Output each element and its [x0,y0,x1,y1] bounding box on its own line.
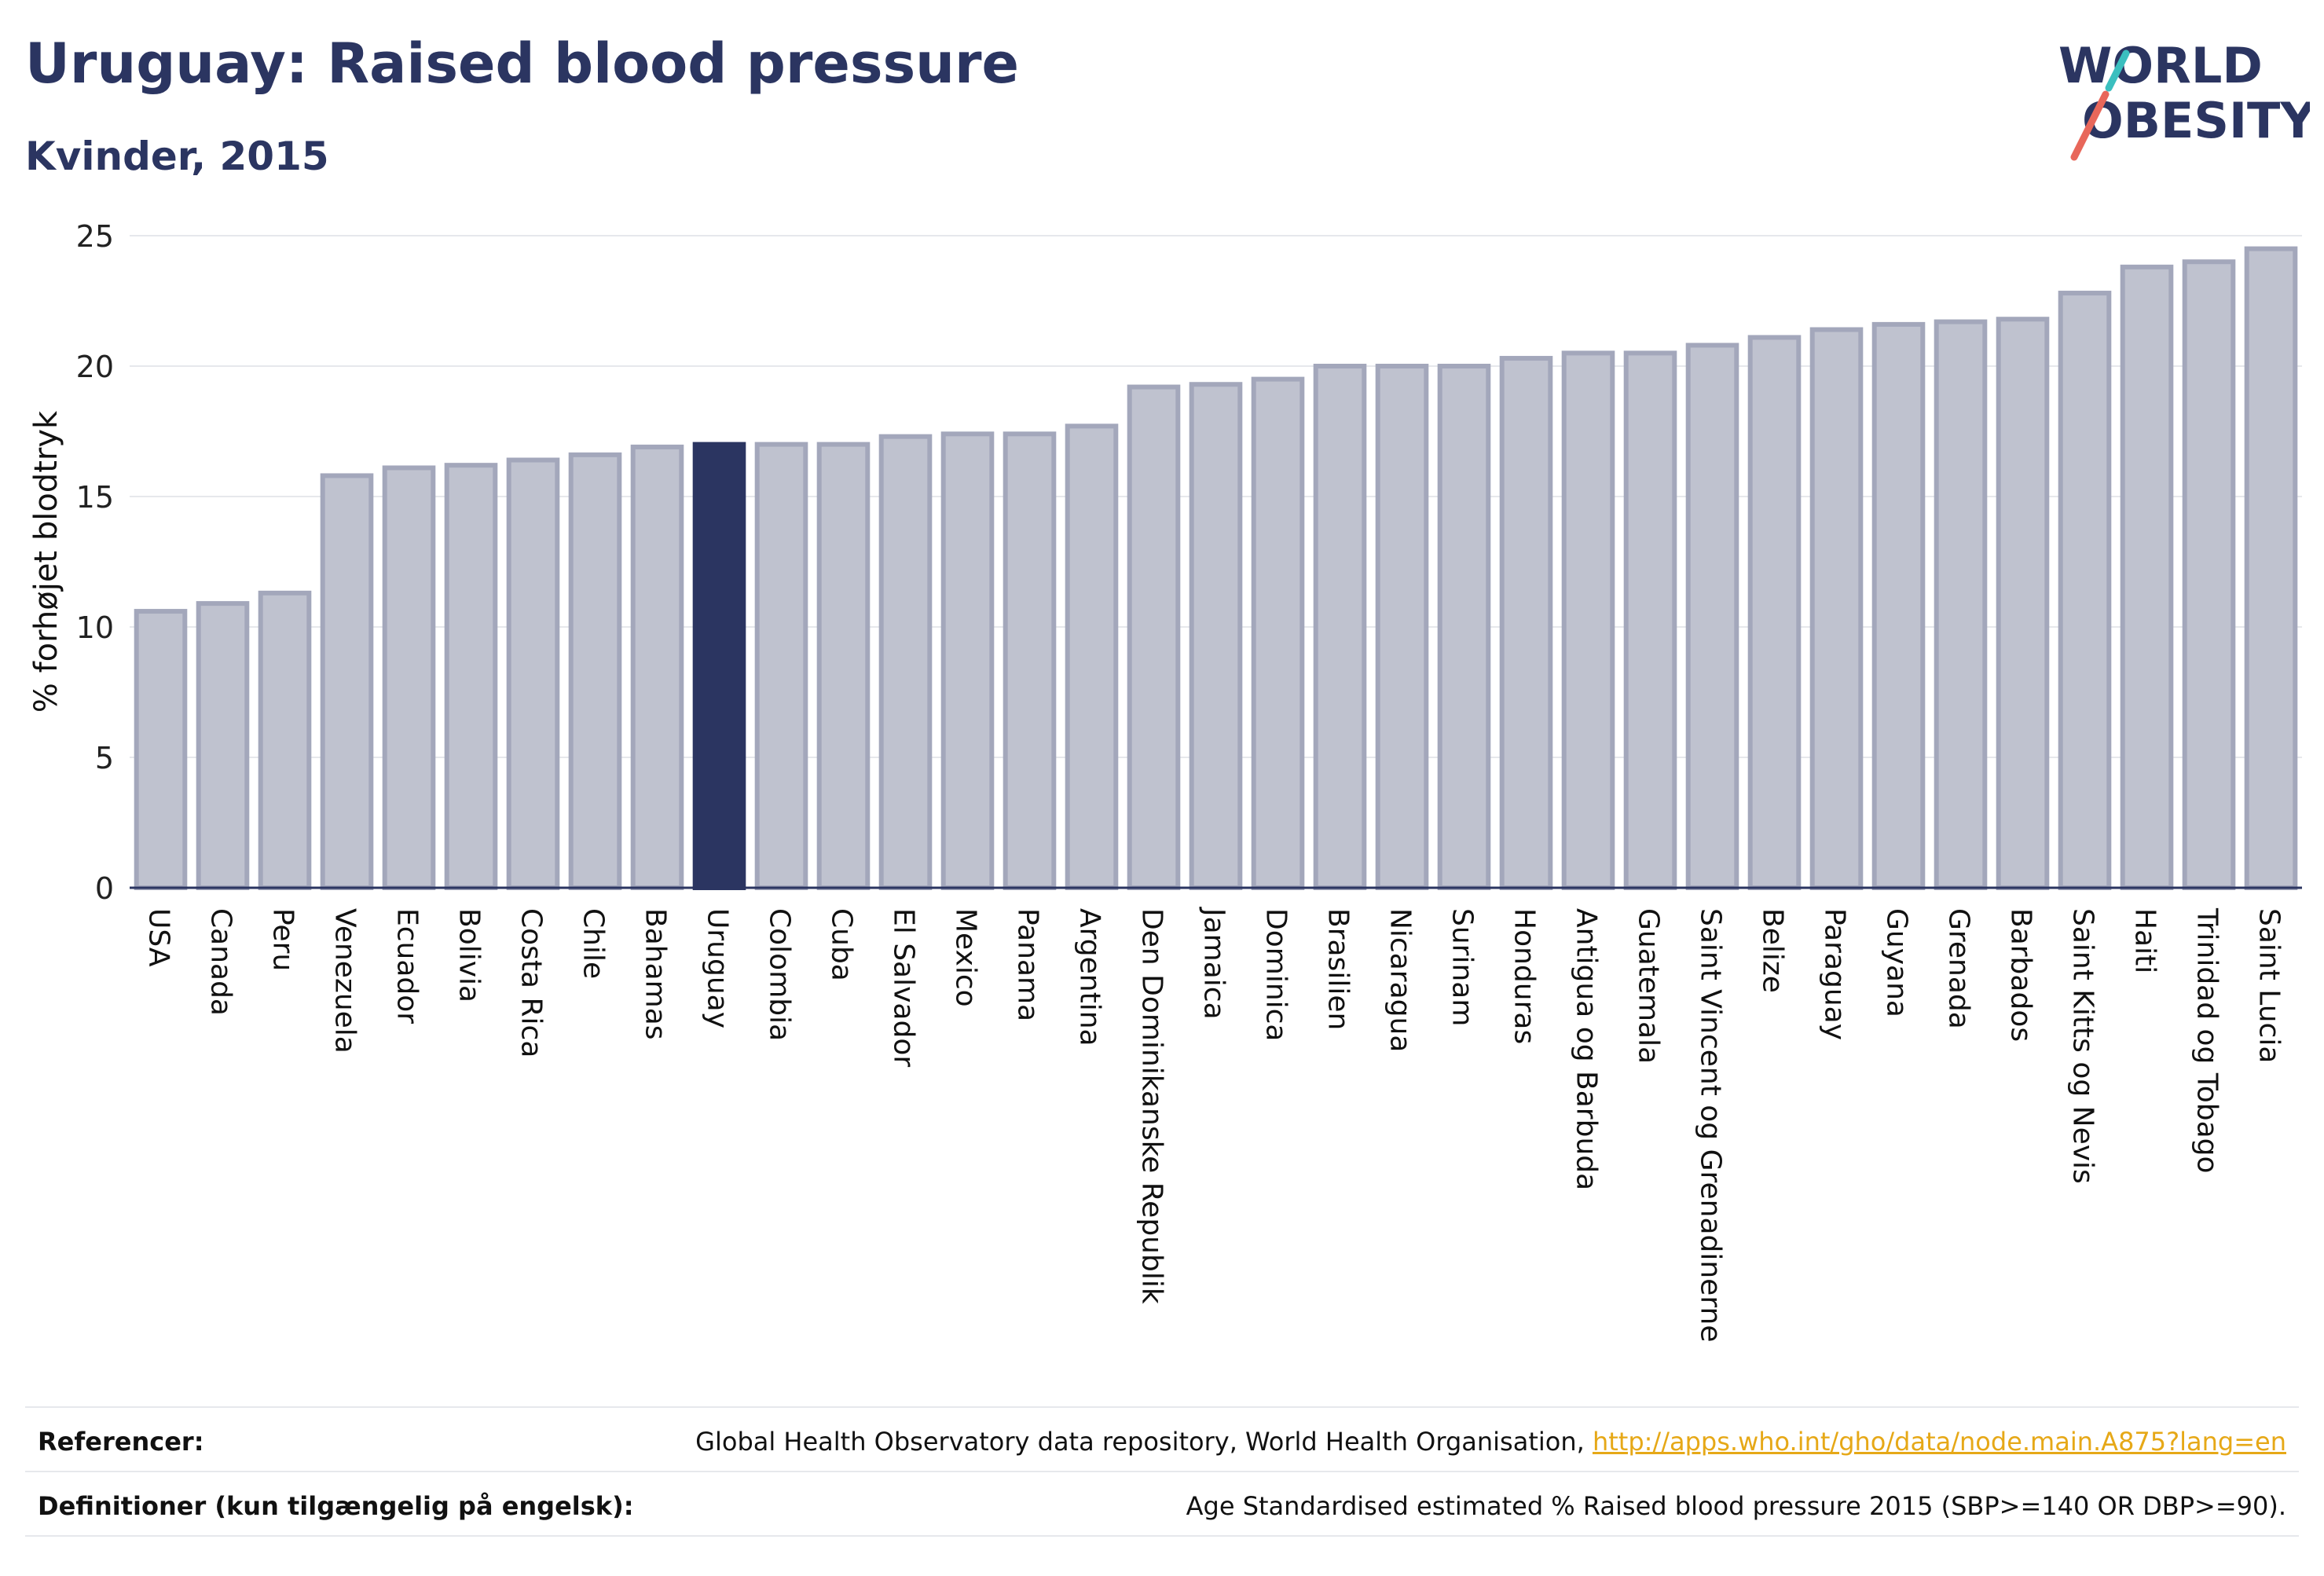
x-tick-label: Saint Vincent og Grenadinerne [1695,908,1727,1342]
bar-saint-kitts-og-nevis [2058,291,2112,891]
bar-ecuador [382,465,436,891]
bar-nicaragua [1375,364,1429,890]
bar-argentina [1065,423,1119,890]
bar-honduras [1499,356,1553,891]
bar-barbados [1996,317,2050,891]
world-obesity-logo: WORLD OBESITY [2058,37,2310,161]
x-tick-label: Saint Lucia [2253,908,2286,1063]
x-tick-label: Canada [205,908,237,1016]
x-tick-label: Dominica [1260,908,1292,1042]
x-tick-label: Costa Rica [515,908,548,1057]
x-tick-label: Surinam [1446,908,1479,1026]
bar-saint-vincent-og-grenadinerne [1685,343,1739,890]
bar-saint-lucia [2244,246,2298,891]
bar-peru [258,590,312,890]
y-tick-label: 20 [76,350,114,384]
bar-colombia [754,442,808,891]
logo-line-world: WORLD [2058,37,2263,94]
x-axis-labels: USA Canada Peru Venezuela Ecuador Bolivia Cost… [143,907,2286,1342]
references-row: Referencer: Global Health Observatory da… [25,1406,2299,1471]
bar-costa-rica [506,457,560,890]
x-tick-label: Haiti [2129,908,2161,973]
references-link[interactable]: http://apps.who.int/gho/data/node.main.A… [1592,1427,2286,1457]
chart-subtitle: Kvinder, 2015 [25,134,329,179]
x-tick-label: El Salvador [888,908,920,1067]
x-tick-label: Uruguay [702,908,734,1028]
x-tick-label: Saint Kitts og Nevis [2067,908,2099,1184]
x-tick-label: Grenada [1943,908,1975,1029]
footer-divider [25,1535,2299,1537]
references-value: Global Health Observatory data repositor… [695,1427,2286,1457]
x-tick-label: USA [143,908,175,967]
x-tick-label: Mexico [950,908,982,1007]
bar-bahamas [630,444,684,891]
y-tick-label: 25 [76,219,114,254]
x-tick-label: Chile [577,908,610,979]
definitions-row: Definitioner (kun tilgængelig på engelsk… [25,1471,2299,1535]
bar-chart: 0 5 10 15 20 25 USA Canada Peru Venezuela Ecuador… [28,219,2302,1342]
x-tick-label: Nicaragua [1384,908,1417,1052]
chart-title: Uruguay: Raised blood pressure [25,31,1019,96]
bar-grenada [1934,319,1988,890]
x-tick-label: Belize [1757,908,1789,993]
definitions-text: Age Standardised estimated % Raised bloo… [1186,1491,2286,1521]
x-tick-label: Paraguay [1819,908,1851,1040]
bar-den-dominikanske-republik [1127,384,1181,890]
x-tick-label: Ecuador [391,908,423,1024]
x-tick-label: Trinidad og Tobago [2191,907,2223,1174]
bar-mexico [940,431,995,890]
y-tick-label: 0 [95,871,114,906]
bar-brasilien [1313,364,1367,890]
bars [134,246,2298,891]
x-tick-label: Den Dominikanske Republik [1136,908,1168,1304]
x-tick-label: Barbados [2005,908,2037,1042]
x-tick-label: Guatemala [1633,908,1665,1064]
x-tick-label: Peru [267,908,299,971]
references-label: Referencer: [38,1427,204,1457]
y-tick-label: 5 [95,741,114,775]
logo-line-obesity: OBESITY [2082,92,2310,149]
definitions-label: Definitioner (kun tilgængelig på engelsk… [38,1491,634,1521]
bar-panama [1003,431,1057,890]
x-tick-label: Antigua og Barbuda [1571,908,1603,1190]
x-tick-label: Argentina [1074,908,1106,1046]
bar-canada [196,601,250,890]
bar-trinidad-og-tobago [2182,259,2236,890]
bar-bolivia [444,463,498,891]
bar-dominica [1251,376,1305,891]
y-axis-label: % forhøjet blodtryk [28,410,64,713]
bar-haiti [2120,264,2174,890]
bar-guatemala [1623,350,1677,890]
bar-guyana [1871,321,1926,890]
bar-el-salvador [878,434,933,890]
y-tick-label: 10 [76,610,114,645]
x-tick-label: Guyana [1881,908,1913,1017]
x-tick-label: Bahamas [640,908,672,1040]
bar-uruguay [692,442,746,891]
y-tick-label: 15 [76,480,114,515]
x-tick-label: Venezuela [329,908,361,1054]
references-text: Global Health Observatory data repositor… [695,1427,1593,1457]
x-tick-label: Bolivia [453,908,486,1002]
bar-chile [568,452,622,890]
bar-jamaica [1189,382,1243,891]
bar-antigua-og-barbuda [1561,350,1615,890]
x-tick-label: Jamaica [1198,907,1230,1020]
x-tick-label: Honduras [1508,908,1541,1044]
bar-belize [1747,335,1802,891]
bar-venezuela [320,473,374,890]
bar-surinam [1437,364,1491,890]
bar-paraguay [1809,327,1864,890]
logo-slash-red [2070,90,2110,161]
x-tick-label: Brasilien [1322,908,1354,1030]
x-tick-label: Colombia [764,908,796,1041]
x-tick-label: Panama [1012,908,1044,1021]
bar-cuba [816,442,871,891]
bar-usa [134,609,188,891]
y-axis-ticks: 0 5 10 15 20 25 [76,219,114,906]
x-tick-label: Cuba [826,908,858,981]
logo-slash-teal [2105,49,2130,92]
